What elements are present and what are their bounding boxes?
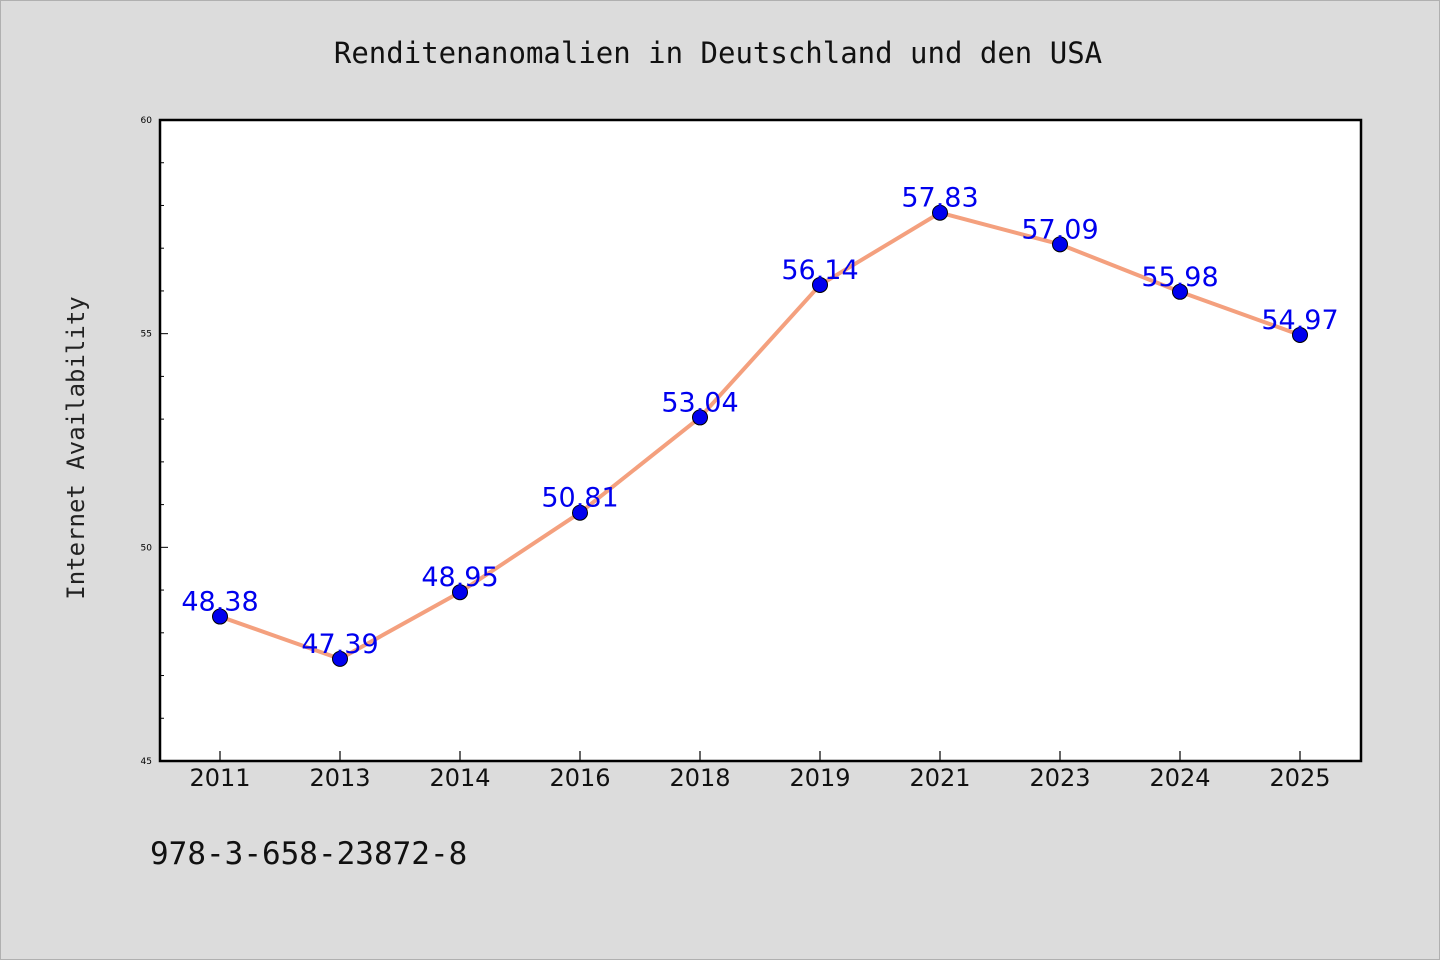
y-tick-label: 45 bbox=[141, 757, 152, 767]
isbn-text: 978-3-658-23872-8 bbox=[150, 836, 467, 872]
x-tick-label: 2011 bbox=[189, 764, 250, 792]
data-label: 53.04 bbox=[661, 387, 738, 418]
x-tick-label: 2016 bbox=[549, 764, 610, 792]
data-point bbox=[452, 584, 468, 601]
data-label: 57.09 bbox=[1021, 214, 1098, 245]
data-label: 56.14 bbox=[781, 255, 858, 286]
data-label: 54.97 bbox=[1261, 305, 1338, 336]
x-axis: 2011 2013 2014 2016 2018 2019 2021 2023 2024 2025 bbox=[189, 751, 1331, 792]
data-point bbox=[1052, 236, 1068, 253]
plot-frame bbox=[158, 118, 1363, 763]
data-point bbox=[1172, 283, 1188, 300]
data-point bbox=[212, 608, 228, 625]
data-point bbox=[332, 650, 348, 667]
data-point bbox=[692, 409, 708, 426]
y-tick-label: 50 bbox=[141, 543, 153, 553]
x-tick-label: 2025 bbox=[1269, 764, 1330, 792]
x-tick-label: 2018 bbox=[669, 764, 730, 792]
data-label: 48.38 bbox=[181, 587, 258, 618]
x-tick-label: 2021 bbox=[909, 764, 970, 792]
data-label: 55.98 bbox=[1141, 262, 1218, 293]
data-label: 48.95 bbox=[421, 562, 498, 593]
series-group: 48.38 47.39 48.95 50.81 53.04 56.14 57.83 57.09… bbox=[181, 183, 1339, 667]
plot-area bbox=[160, 120, 1361, 761]
data-label: 57.83 bbox=[901, 183, 978, 214]
x-tick-label: 2013 bbox=[309, 764, 370, 792]
chart-title: Renditenanomalien in Deutschland und den… bbox=[334, 36, 1102, 70]
x-tick-label: 2024 bbox=[1149, 764, 1210, 792]
data-label: 50.81 bbox=[541, 483, 618, 514]
y-tick-label: 60 bbox=[141, 116, 153, 126]
data-label: 47.39 bbox=[301, 629, 378, 660]
data-point bbox=[1292, 326, 1308, 343]
x-tick-label: 2019 bbox=[789, 764, 850, 792]
data-point bbox=[812, 276, 828, 293]
y-axis-label: Internet Availability bbox=[62, 296, 90, 599]
y-tick-label: 55 bbox=[141, 330, 152, 340]
x-tick-label: 2023 bbox=[1029, 764, 1090, 792]
x-tick-label: 2014 bbox=[429, 764, 490, 792]
data-point bbox=[572, 504, 588, 521]
series-line bbox=[219, 210, 1301, 661]
data-point bbox=[932, 204, 948, 221]
